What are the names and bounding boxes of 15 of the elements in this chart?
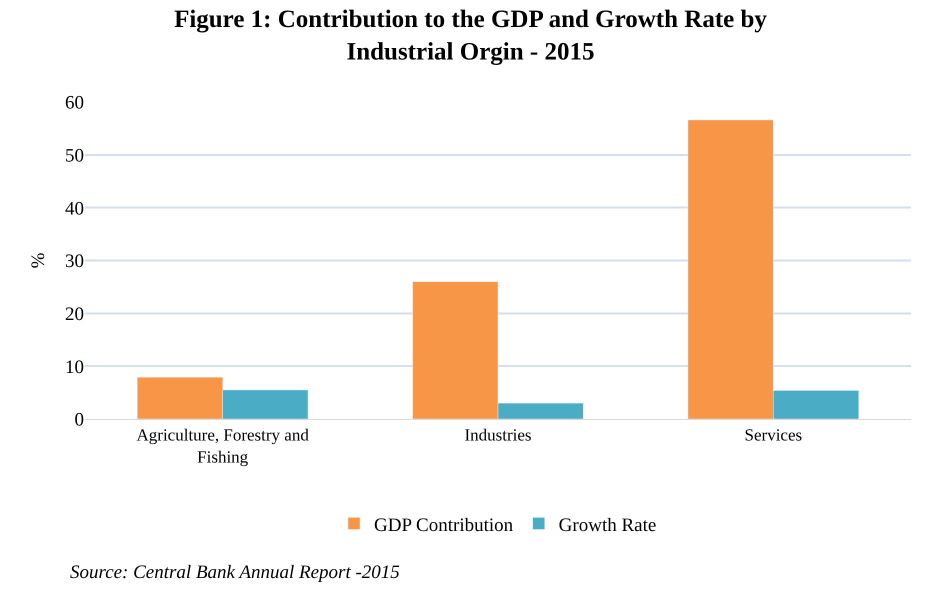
y-tick-label: 20 [65,304,84,325]
x-tick-label: Industries [464,425,532,444]
y-tick-label: 40 [65,198,84,220]
source-note: Source: Central Bank Annual Report -2015 [70,562,400,583]
y-tick-label: 10 [65,356,84,378]
y-axis-title: % [28,252,49,268]
legend-label: GDP Contribution [374,514,514,536]
x-tick-label: Agriculture, Forestry and Fishing [136,425,310,466]
y-tick-label: 50 [65,145,84,166]
y-tick-label: 0 [74,410,84,431]
x-tick-label: Services [744,425,802,444]
chart-title: Figure 1: Contribution to the GDP and Growth Rate by Industrial Orgin - 2015 [174,6,768,66]
legend-label: Growth Rate [558,514,656,536]
y-tick-label: 60 [65,92,84,114]
y-tick-label: 30 [65,251,84,272]
